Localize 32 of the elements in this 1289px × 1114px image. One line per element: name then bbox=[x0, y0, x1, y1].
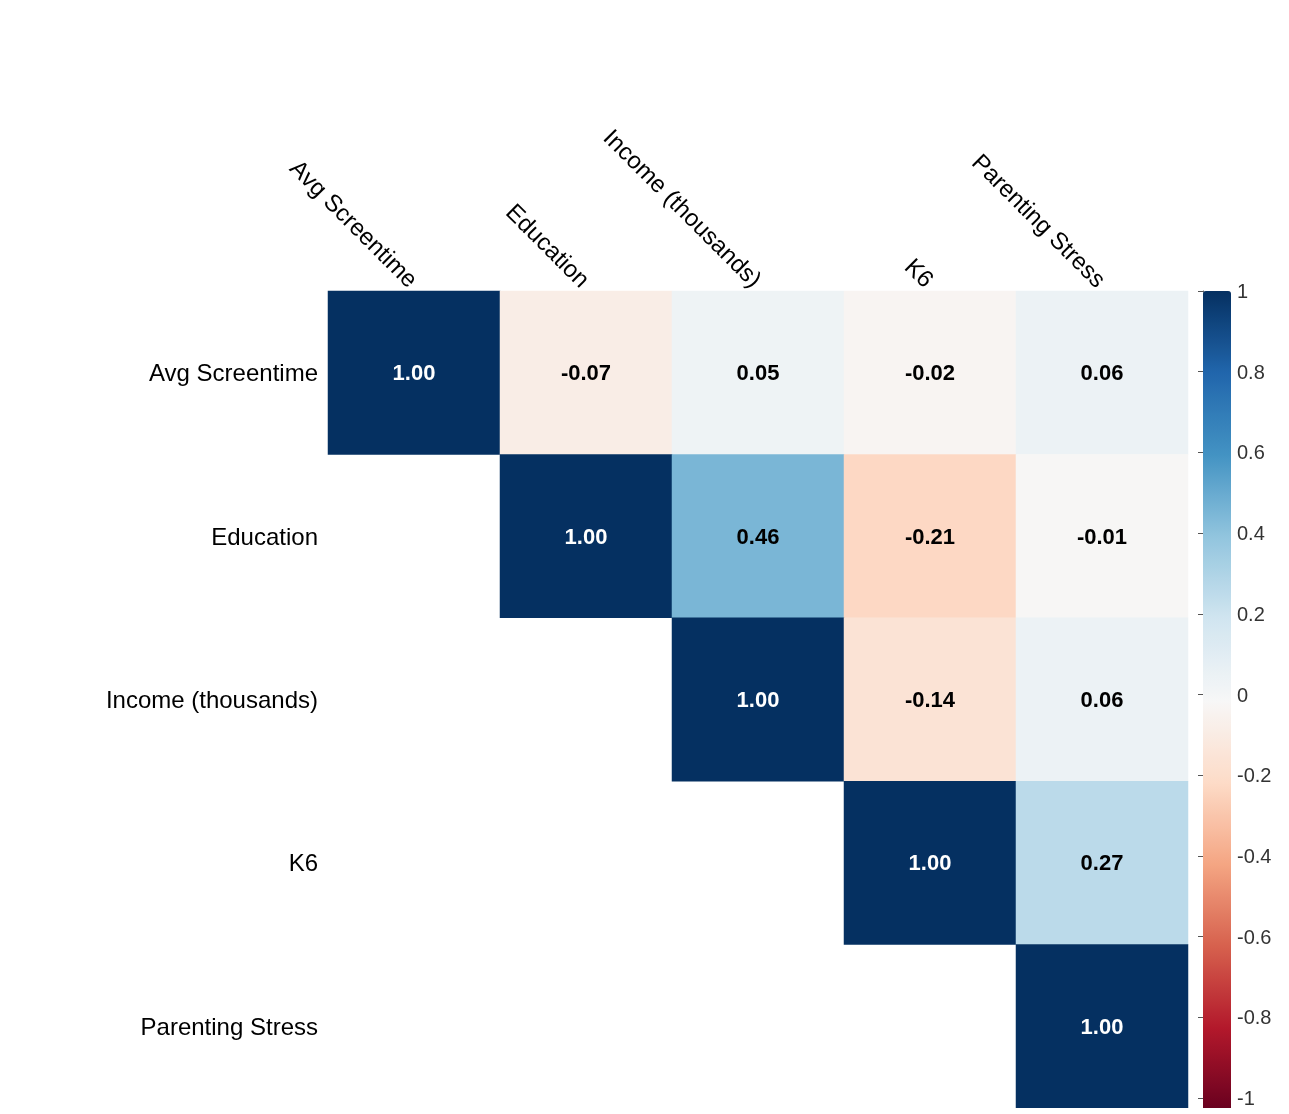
data-label: -0.02 bbox=[904, 360, 956, 386]
data-label: -0.14 bbox=[904, 687, 956, 712]
y-tick-label: Income (thousands) bbox=[105, 686, 318, 713]
color-bar-label: -0.8 bbox=[1237, 1006, 1272, 1029]
y-tick-label: Education bbox=[211, 522, 318, 550]
data-label: -0.07 bbox=[560, 360, 612, 386]
data-label: 0.27 bbox=[1080, 850, 1124, 876]
data-label: 1.00 bbox=[564, 523, 608, 549]
color-bar-label: 0.6 bbox=[1237, 441, 1265, 464]
y-tick-label: K6 bbox=[288, 849, 318, 877]
x-tick-label: K6 bbox=[899, 252, 940, 293]
y-tick-label: Parenting Stress bbox=[140, 1012, 318, 1040]
data-label: 1.00 bbox=[392, 360, 436, 386]
data-label: 0.46 bbox=[736, 523, 780, 549]
data-label: 1.00 bbox=[736, 687, 780, 712]
data-label: 1.00 bbox=[908, 850, 952, 876]
color-bar-label: -1 bbox=[1237, 1087, 1255, 1109]
color-bar-label: 0 bbox=[1237, 683, 1249, 706]
data-label: 0.06 bbox=[1080, 687, 1124, 712]
color-bar-label: -0.4 bbox=[1237, 844, 1272, 867]
data-label: 0.06 bbox=[1080, 360, 1124, 386]
data-label: -0.21 bbox=[904, 523, 956, 549]
color-bar-label: 0.8 bbox=[1237, 360, 1265, 383]
color-bar-label: -0.2 bbox=[1237, 764, 1272, 787]
data-label: -0.01 bbox=[1076, 523, 1128, 549]
color-bar-label: 0.4 bbox=[1237, 522, 1265, 545]
color-bar-label: 0.2 bbox=[1237, 602, 1265, 625]
y-tick-label: Avg Screentime bbox=[149, 359, 318, 387]
data-label: 0.05 bbox=[736, 360, 780, 386]
color-bar-label: 1 bbox=[1237, 280, 1249, 302]
color-bar-label: -0.6 bbox=[1237, 925, 1272, 948]
data-label: 1.00 bbox=[1080, 1013, 1124, 1039]
